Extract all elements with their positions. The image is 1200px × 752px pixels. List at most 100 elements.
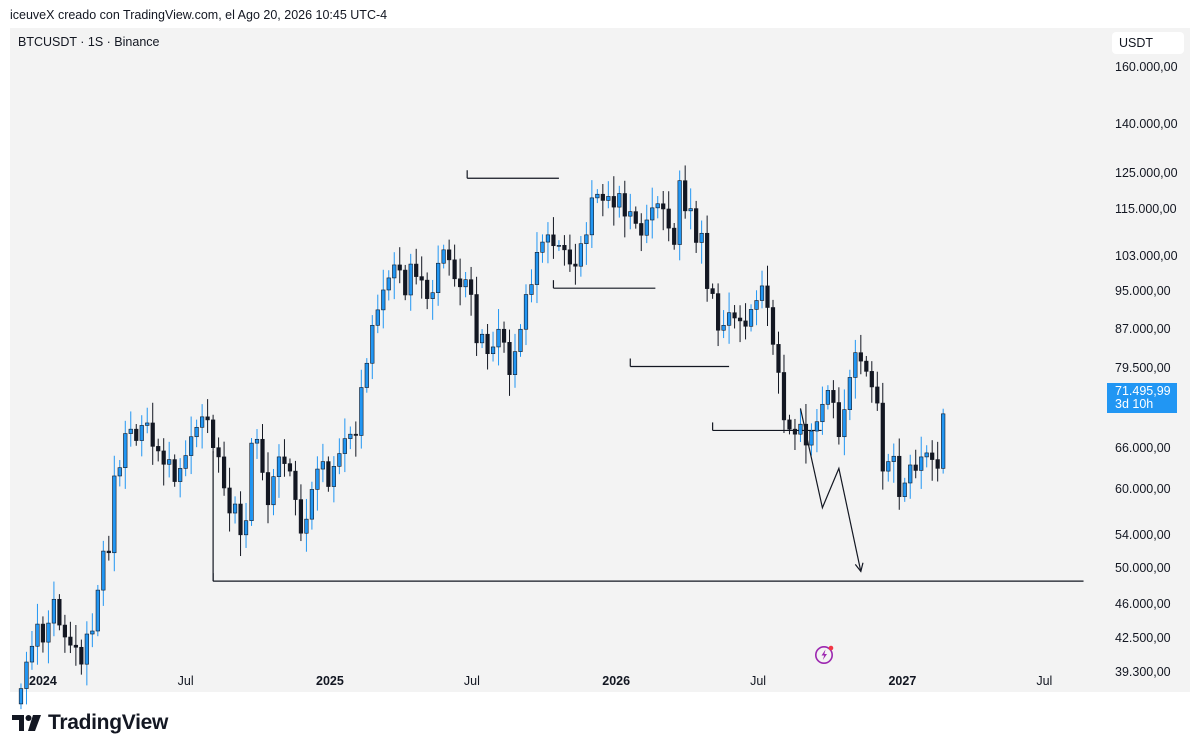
candle-down xyxy=(737,317,743,322)
candle-up xyxy=(128,428,133,434)
candle-up xyxy=(523,294,529,330)
candle-up xyxy=(276,456,282,477)
candle-up xyxy=(304,518,309,534)
candle-down xyxy=(485,333,490,355)
candle-up xyxy=(167,459,172,465)
price-tick-label: 79.500,00 xyxy=(1115,361,1171,376)
candle-up xyxy=(436,262,441,293)
candle-down xyxy=(864,360,869,372)
time-tick-label: 2026 xyxy=(602,674,631,688)
time-tick-label: Jul xyxy=(1036,674,1053,688)
candle-up xyxy=(249,442,254,521)
candle-up xyxy=(726,312,732,326)
candle-up xyxy=(463,279,468,288)
candle-down xyxy=(600,193,605,201)
candle-down xyxy=(716,293,721,331)
candle-down xyxy=(282,456,287,464)
tradingview-logo[interactable]: TradingView xyxy=(12,711,168,735)
candle-up xyxy=(595,193,600,199)
candle-up xyxy=(178,468,183,482)
candle-down xyxy=(326,461,331,487)
lightning-icon[interactable] xyxy=(814,643,836,665)
candle-down xyxy=(567,249,572,265)
candle-up xyxy=(370,325,375,364)
candle-down xyxy=(73,644,78,648)
candle-down xyxy=(468,279,474,295)
candle-down xyxy=(776,344,781,373)
candle-up xyxy=(117,467,122,477)
candle-down xyxy=(403,269,408,296)
candle-up xyxy=(101,550,106,591)
candle-up xyxy=(254,438,260,444)
candle-up xyxy=(798,423,803,435)
candle-up xyxy=(518,328,523,352)
price-tick-label: 42.500,00 xyxy=(1115,631,1171,646)
price-tick-label: 95.000,00 xyxy=(1115,284,1171,299)
projection-path xyxy=(799,408,864,573)
chart-caption: iceuveX creado con TradingView.com, el A… xyxy=(10,8,388,22)
candle-up xyxy=(84,633,89,665)
candle-down xyxy=(831,390,836,403)
candle-up xyxy=(331,466,336,487)
candle-up xyxy=(189,436,194,456)
projection-line[interactable] xyxy=(799,408,862,572)
candle-down xyxy=(836,402,841,438)
candle-down xyxy=(221,456,227,489)
candle-up xyxy=(655,203,660,209)
candle-up xyxy=(512,351,518,375)
candle-down xyxy=(414,263,419,277)
candle-down xyxy=(62,624,67,638)
candle-down xyxy=(765,285,770,308)
candle-up xyxy=(139,425,144,441)
candle-up xyxy=(688,208,693,212)
candle-up xyxy=(337,453,342,467)
candle-up xyxy=(18,688,24,705)
candle-down xyxy=(150,422,155,447)
candle-up xyxy=(941,413,946,469)
candle-up xyxy=(814,421,820,432)
candle-down xyxy=(287,463,293,472)
candle-up xyxy=(145,422,150,426)
candle-up xyxy=(90,630,95,635)
candle-down xyxy=(57,598,62,626)
candle-up xyxy=(847,377,852,410)
candles xyxy=(18,165,946,710)
candle-down xyxy=(452,259,457,280)
candle-up xyxy=(342,438,347,454)
symbol-legend[interactable]: BTCUSDT · 1S · Binance xyxy=(18,35,160,49)
candle-down xyxy=(611,196,616,208)
candle-up xyxy=(820,403,825,423)
candle-up xyxy=(386,277,391,291)
candle-up xyxy=(589,197,594,236)
candle-up xyxy=(677,180,682,245)
candle-up xyxy=(183,455,188,469)
time-tick-label: 2027 xyxy=(888,674,917,688)
candle-down xyxy=(622,193,627,217)
candle-down xyxy=(447,249,452,261)
candle-down xyxy=(672,227,677,245)
candle-down xyxy=(770,307,776,345)
candle-down xyxy=(562,245,567,251)
candle-down xyxy=(227,487,232,514)
candle-up xyxy=(348,433,353,439)
tradingview-logo-icon xyxy=(12,715,41,731)
candle-down xyxy=(172,459,177,482)
candle-up xyxy=(496,328,501,348)
price-tick-label: 125.000,00 xyxy=(1115,166,1178,181)
price-tick-label: 103.000,00 xyxy=(1115,249,1178,264)
last-price-value: 71.495,99 xyxy=(1115,384,1171,398)
candle-up xyxy=(392,264,397,279)
candle-up xyxy=(309,489,315,520)
candle-up xyxy=(112,475,117,554)
candle-down xyxy=(265,472,271,506)
candle-down xyxy=(551,234,556,247)
candle-up xyxy=(359,387,364,436)
candle-down xyxy=(573,263,578,267)
currency-button[interactable]: USDT xyxy=(1112,32,1184,54)
candle-up xyxy=(650,207,655,221)
candle-up xyxy=(441,249,446,264)
candle-down xyxy=(683,180,688,212)
candle-up xyxy=(320,461,325,470)
candle-up xyxy=(271,476,276,506)
